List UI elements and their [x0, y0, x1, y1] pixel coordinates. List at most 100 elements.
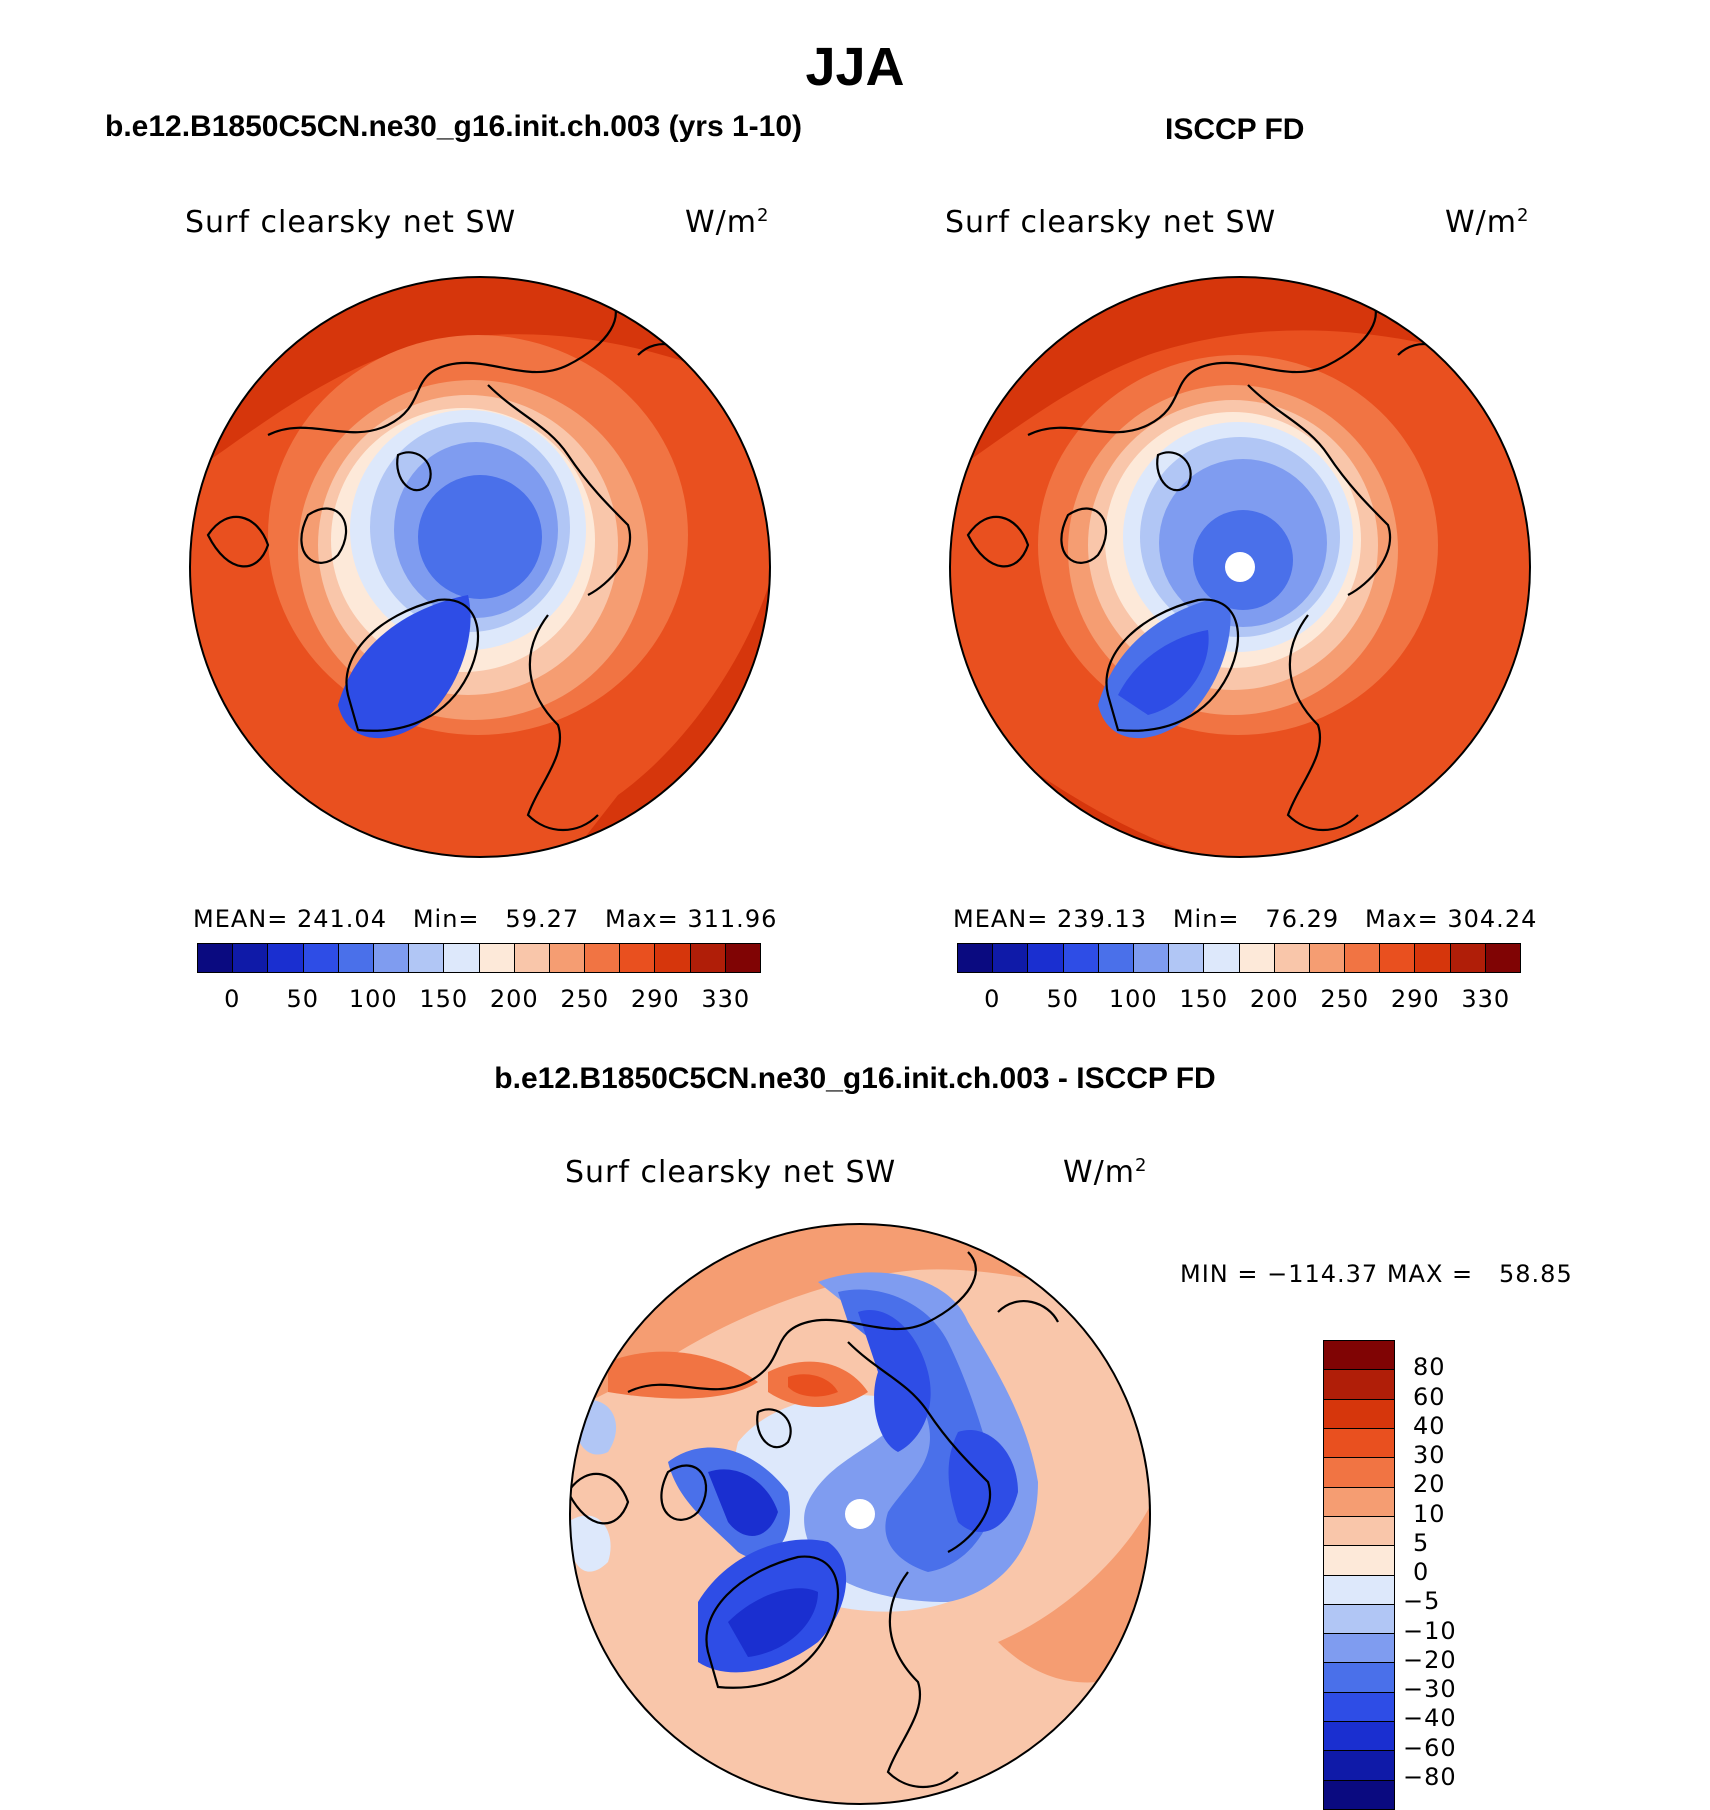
model-colorbar-box — [620, 944, 656, 972]
model-colorbar-tick-label: 250 — [560, 985, 610, 1013]
obs-variable-label: Surf clearsky net SW — [945, 205, 1277, 240]
diff-colorbar-tick-label: −60 — [1403, 1733, 1457, 1762]
obs-colorbar-tick-label: 100 — [1108, 985, 1158, 1013]
model-colorbar-box — [444, 944, 480, 972]
main-title: JJA — [805, 37, 905, 97]
diff-colorbar-box — [1324, 1428, 1394, 1459]
model-polar-map — [189, 276, 771, 858]
diff-colorbar-tick-label: 80 — [1413, 1353, 1446, 1382]
obs-colorbar-tick-label: 50 — [1046, 985, 1080, 1013]
diff-colorbar-ticks: 80 60 40 30 20 10 5 0 −5 −10 −20 −30 −40 −60 −80 — [1403, 1340, 1523, 1808]
obs-colorbar-ticks: 0 50 100 150 200 250 290 330 — [957, 985, 1521, 1015]
diff-colorbar-box — [1324, 1575, 1394, 1605]
diff-colorbar-box — [1324, 1692, 1394, 1723]
model-colorbar-box — [690, 944, 726, 972]
diff-colorbar-tick-label: 40 — [1413, 1411, 1446, 1440]
obs-colorbar-box — [1028, 944, 1064, 972]
obs-colorbar-box — [958, 944, 994, 972]
model-colorbar-box — [655, 944, 691, 972]
obs-colorbar-box — [1169, 944, 1205, 972]
diff-polar-map — [569, 1223, 1151, 1805]
model-colorbar-box — [514, 944, 550, 972]
diff-variable-label: Surf clearsky net SW — [565, 1155, 897, 1190]
diff-colorbar-box — [1324, 1458, 1394, 1488]
model-colorbar — [197, 943, 761, 973]
obs-colorbar-box — [1309, 944, 1346, 972]
model-panel-title: b.e12.B1850C5CN.ne30_g16.init.ch.003 (yr… — [105, 110, 803, 143]
diff-colorbar-tick-label: 10 — [1413, 1499, 1446, 1528]
model-colorbar-tick-label: 100 — [348, 985, 398, 1013]
obs-colorbar-box — [1204, 944, 1240, 972]
obs-colorbar-box — [1380, 944, 1416, 972]
model-colorbar-box — [373, 944, 410, 972]
obs-colorbar-tick-label: 290 — [1390, 985, 1440, 1013]
diff-colorbar-tick-label: 30 — [1413, 1441, 1446, 1469]
obs-polar-map — [949, 276, 1531, 858]
model-colorbar-box — [725, 944, 760, 972]
model-colorbar-box — [549, 944, 586, 972]
model-colorbar-tick-label: 200 — [489, 985, 539, 1013]
model-colorbar-ticks: 0 50 100 150 200 250 290 330 — [197, 985, 761, 1015]
diff-colorbar-box — [1324, 1546, 1394, 1576]
obs-colorbar-box — [1239, 944, 1275, 972]
diff-colorbar-box — [1324, 1370, 1394, 1400]
obs-colorbar-box — [1098, 944, 1134, 972]
model-colorbar-tick-label: 290 — [630, 985, 680, 1013]
model-colorbar-box — [303, 944, 339, 972]
diff-colorbar-tick-label: −10 — [1403, 1616, 1457, 1645]
obs-colorbar-box — [1063, 944, 1099, 972]
model-colorbar-box — [233, 944, 269, 972]
diff-colorbar-box — [1324, 1663, 1394, 1693]
diff-colorbar-tick-label: −40 — [1403, 1704, 1457, 1733]
diff-colorbar-box — [1324, 1780, 1394, 1809]
obs-panel-title: ISCCP FD — [1165, 113, 1305, 146]
model-colorbar-tick-label: 50 — [286, 985, 320, 1013]
diff-stats: MIN = −114.37 MAX = 58.85 — [1180, 1260, 1573, 1288]
model-colorbar-tick-label: 150 — [419, 985, 469, 1013]
diff-colorbar-tick-label: −5 — [1403, 1587, 1441, 1616]
model-variable-label: Surf clearsky net SW — [185, 205, 517, 240]
diff-colorbar-tick-label: −20 — [1403, 1645, 1457, 1674]
diff-colorbar-tick-label: 60 — [1413, 1382, 1446, 1411]
obs-colorbar-box — [1133, 944, 1170, 972]
obs-colorbar — [957, 943, 1521, 973]
diff-units-label: W/m2 — [1063, 1155, 1148, 1190]
model-units-label: W/m2 — [685, 205, 770, 240]
diff-panel-title: b.e12.B1850C5CN.ne30_g16.init.ch.003 - I… — [494, 1062, 1216, 1095]
diff-colorbar-box — [1324, 1516, 1394, 1547]
obs-stats: MEAN= 239.13 Min= 76.29 Max= 304.24 — [953, 905, 1538, 933]
diff-colorbar — [1323, 1340, 1395, 1810]
diff-colorbar-box — [1324, 1487, 1394, 1517]
diff-colorbar-tick-label: 5 — [1413, 1528, 1430, 1557]
diff-colorbar-box — [1324, 1751, 1394, 1781]
diff-colorbar-tick-label: −30 — [1403, 1675, 1457, 1703]
obs-units-label: W/m2 — [1445, 205, 1530, 240]
diff-colorbar-box — [1324, 1634, 1394, 1664]
diff-colorbar-tick-label: 20 — [1413, 1470, 1446, 1499]
diff-colorbar-box — [1324, 1399, 1394, 1429]
obs-colorbar-tick-label: 150 — [1179, 985, 1229, 1013]
model-colorbar-tick-label: 0 — [224, 985, 241, 1013]
obs-colorbar-box — [1274, 944, 1310, 972]
model-stats: MEAN= 241.04 Min= 59.27 Max= 311.96 — [193, 905, 778, 933]
diff-colorbar-box — [1324, 1722, 1394, 1752]
model-colorbar-box — [338, 944, 374, 972]
obs-colorbar-box — [1450, 944, 1486, 972]
obs-colorbar-box — [1415, 944, 1451, 972]
diff-colorbar-tick-label: 0 — [1413, 1558, 1430, 1586]
obs-colorbar-box — [1485, 944, 1520, 972]
model-colorbar-box — [268, 944, 304, 972]
diff-colorbar-box — [1324, 1604, 1394, 1635]
obs-colorbar-tick-label: 250 — [1320, 985, 1370, 1013]
obs-colorbar-box — [993, 944, 1029, 972]
obs-colorbar-box — [1345, 944, 1381, 972]
model-colorbar-box — [198, 944, 234, 972]
diff-colorbar-box — [1324, 1341, 1394, 1371]
model-colorbar-box — [409, 944, 445, 972]
model-colorbar-box — [479, 944, 515, 972]
model-colorbar-tick-label: 330 — [701, 985, 751, 1013]
obs-colorbar-tick-label: 330 — [1461, 985, 1511, 1013]
obs-colorbar-tick-label: 0 — [984, 985, 1001, 1013]
diff-colorbar-tick-label: −80 — [1403, 1762, 1457, 1791]
model-colorbar-box — [585, 944, 621, 972]
